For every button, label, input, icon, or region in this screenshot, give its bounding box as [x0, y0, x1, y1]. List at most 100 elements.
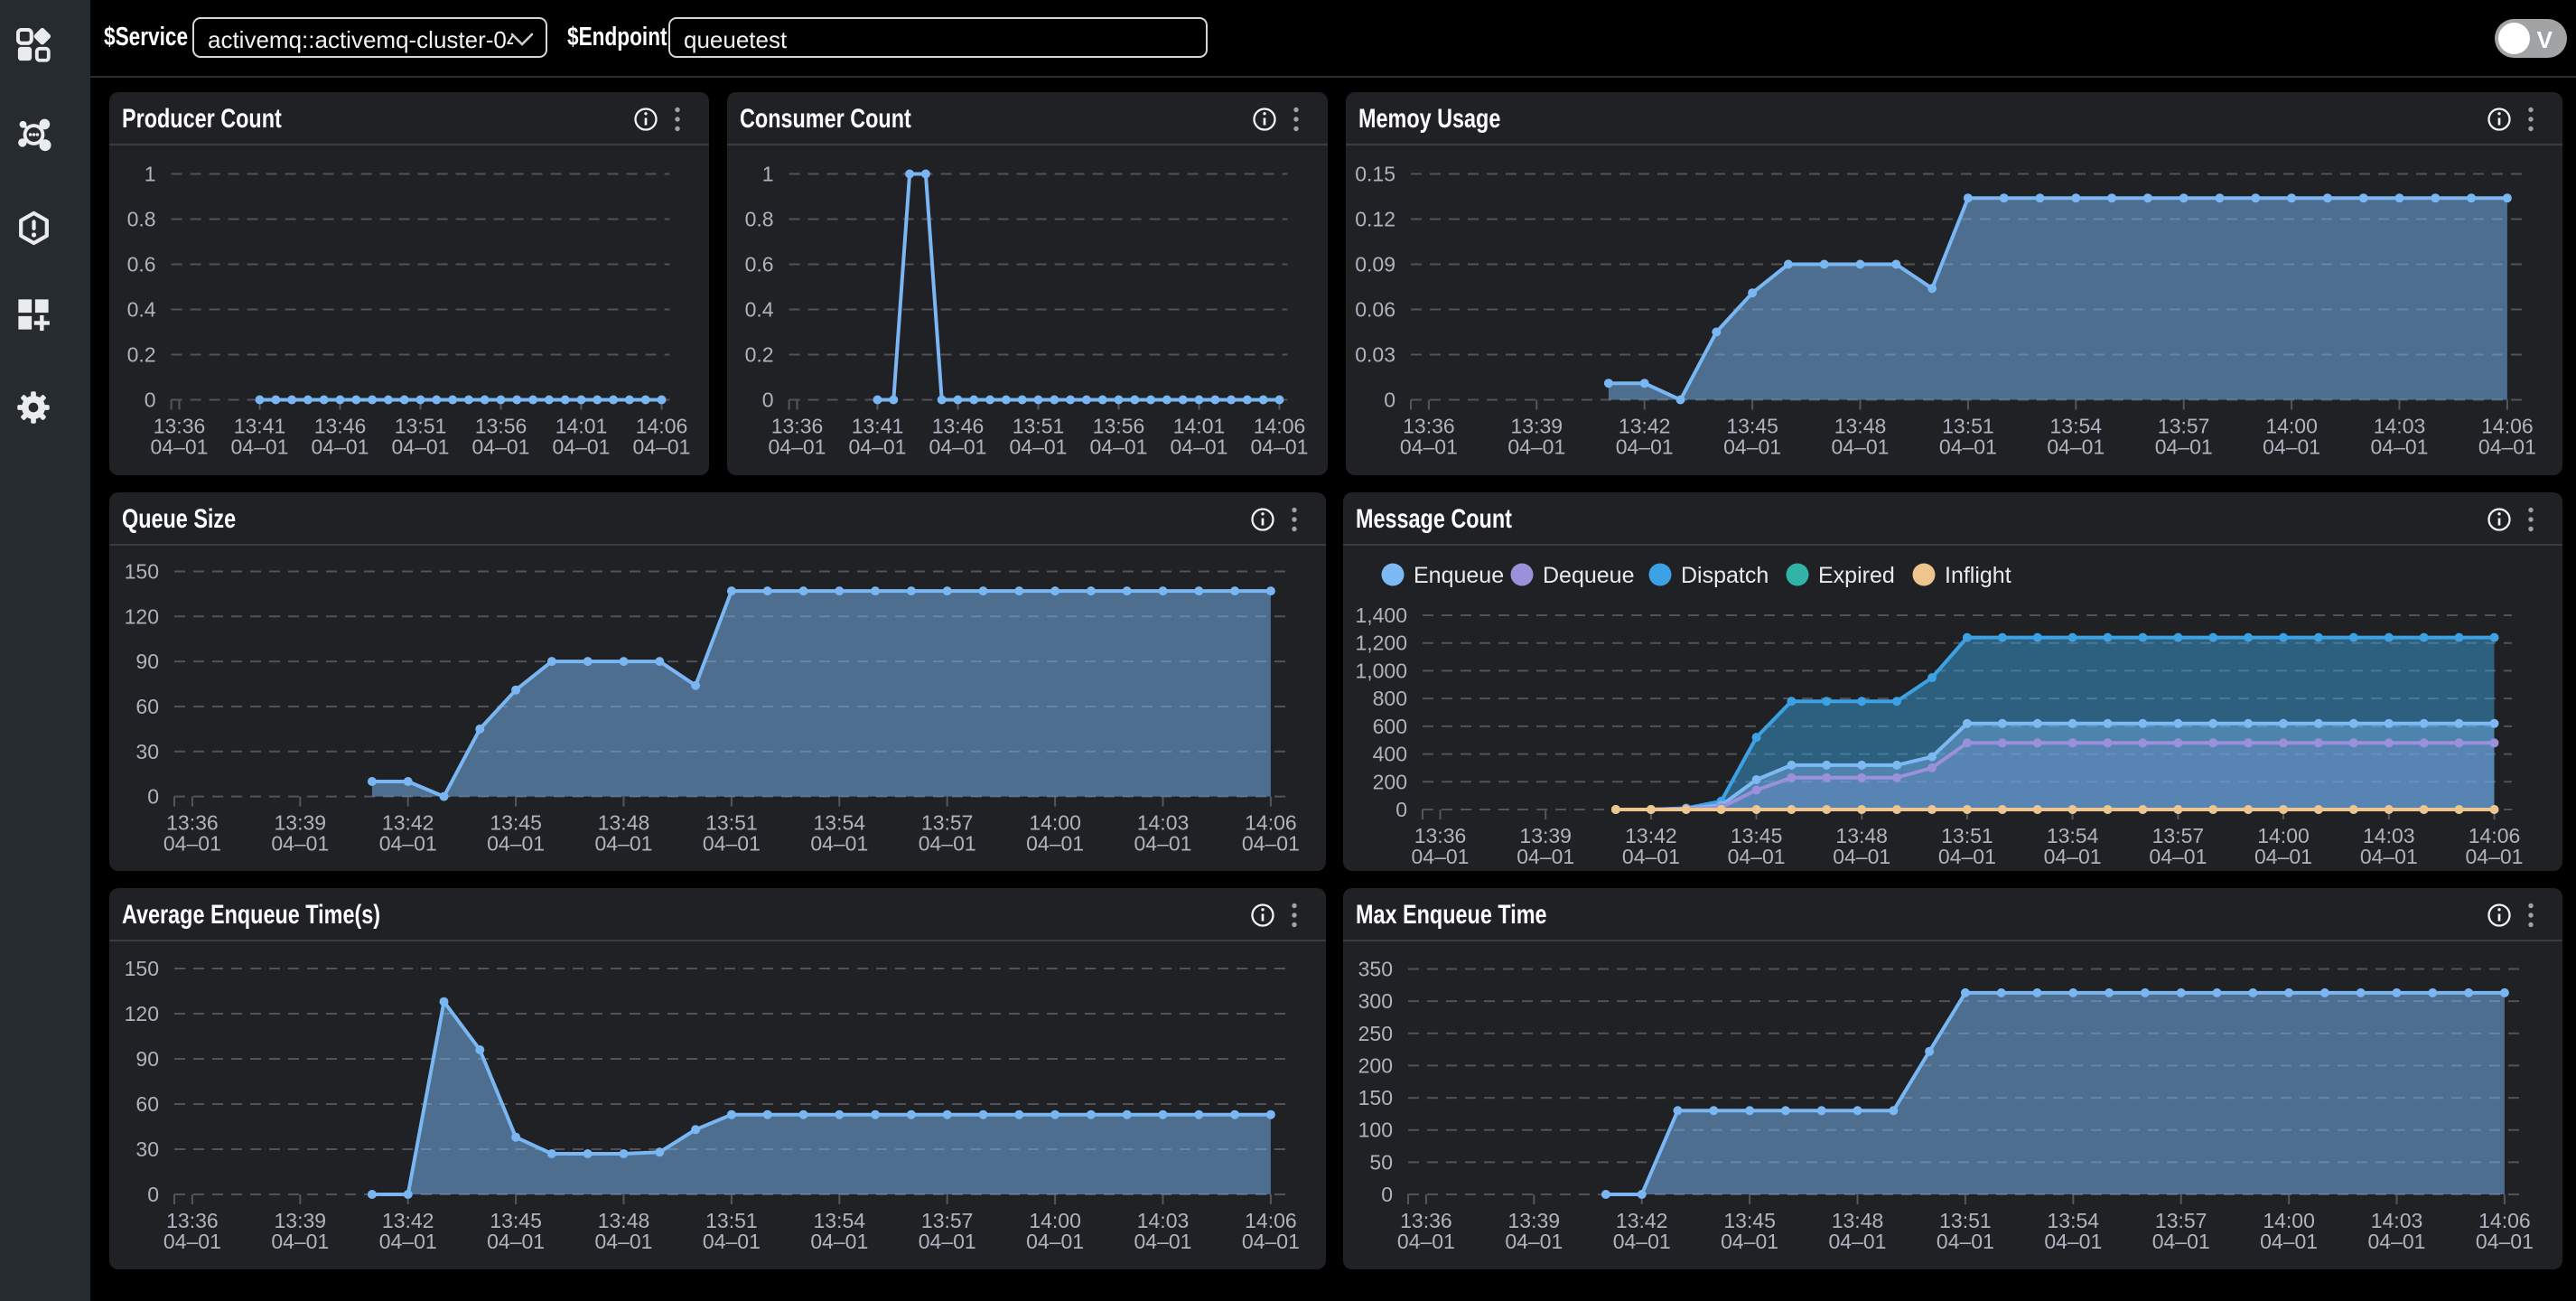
- svg-text:04–01: 04–01: [1134, 832, 1192, 856]
- svg-text:60: 60: [135, 695, 159, 718]
- svg-text:13:51: 13:51: [705, 811, 758, 835]
- svg-text:13:51: 13:51: [1942, 415, 1994, 438]
- svg-text:04–01: 04–01: [1400, 435, 1458, 459]
- svg-text:300: 300: [1358, 989, 1393, 1013]
- svg-text:13:36: 13:36: [1414, 824, 1467, 847]
- svg-text:13:36: 13:36: [154, 415, 206, 438]
- svg-text:04–01: 04–01: [919, 1230, 976, 1253]
- svg-text:0.12: 0.12: [1355, 208, 1395, 231]
- svg-text:13:48: 13:48: [1832, 1209, 1884, 1232]
- svg-text:13:51: 13:51: [395, 415, 447, 438]
- svg-text:04–01: 04–01: [271, 1230, 329, 1253]
- svg-text:04–01: 04–01: [1026, 1230, 1084, 1253]
- svg-text:1: 1: [762, 163, 774, 186]
- svg-text:1,000: 1,000: [1355, 659, 1407, 682]
- svg-text:Expired: Expired: [1818, 563, 1895, 588]
- svg-text:04–01: 04–01: [163, 832, 221, 856]
- svg-text:13:51: 13:51: [705, 1209, 758, 1232]
- svg-text:04–01: 04–01: [2371, 435, 2429, 459]
- svg-text:13:54: 13:54: [814, 1209, 866, 1232]
- svg-text:13:42: 13:42: [1619, 415, 1671, 438]
- svg-text:0.2: 0.2: [745, 343, 774, 367]
- svg-text:0.2: 0.2: [127, 343, 156, 367]
- svg-text:600: 600: [1373, 715, 1407, 738]
- svg-text:0.8: 0.8: [127, 208, 156, 231]
- svg-text:Dispatch: Dispatch: [1681, 563, 1769, 588]
- svg-text:14:00: 14:00: [1029, 811, 1081, 835]
- svg-text:04–01: 04–01: [703, 832, 761, 856]
- svg-text:13:42: 13:42: [1616, 1209, 1668, 1232]
- svg-text:13:57: 13:57: [921, 811, 974, 835]
- svg-text:04–01: 04–01: [633, 435, 691, 459]
- svg-text:13:39: 13:39: [275, 811, 327, 835]
- svg-text:350: 350: [1358, 958, 1393, 981]
- svg-text:14:03: 14:03: [2363, 824, 2415, 847]
- svg-text:0.6: 0.6: [127, 253, 156, 276]
- svg-text:04–01: 04–01: [271, 832, 329, 856]
- svg-text:200: 200: [1373, 770, 1407, 793]
- svg-text:04–01: 04–01: [1616, 435, 1674, 459]
- svg-text:800: 800: [1373, 687, 1407, 710]
- svg-text:14:06: 14:06: [2469, 824, 2521, 847]
- svg-text:13:54: 13:54: [2048, 1209, 2100, 1232]
- svg-text:0.03: 0.03: [1355, 343, 1395, 367]
- svg-text:14:01: 14:01: [555, 415, 608, 438]
- svg-text:0: 0: [147, 1183, 159, 1206]
- svg-text:04–01: 04–01: [703, 1230, 761, 1253]
- svg-text:13:39: 13:39: [275, 1209, 327, 1232]
- svg-text:04–01: 04–01: [2149, 845, 2207, 868]
- svg-text:13:39: 13:39: [1511, 415, 1563, 438]
- svg-text:04–01: 04–01: [231, 435, 289, 459]
- svg-text:Dequeue: Dequeue: [1543, 563, 1634, 588]
- svg-text:04–01: 04–01: [769, 435, 826, 459]
- svg-text:0: 0: [145, 388, 156, 412]
- svg-text:1,200: 1,200: [1355, 632, 1407, 655]
- svg-text:14:06: 14:06: [636, 415, 688, 438]
- svg-text:13:48: 13:48: [1834, 415, 1887, 438]
- svg-text:04–01: 04–01: [1622, 845, 1680, 868]
- svg-text:200: 200: [1358, 1053, 1393, 1077]
- svg-text:04–01: 04–01: [595, 832, 653, 856]
- svg-text:0.09: 0.09: [1355, 253, 1395, 276]
- svg-text:04–01: 04–01: [1397, 1230, 1455, 1253]
- svg-text:13:56: 13:56: [475, 415, 527, 438]
- svg-text:04–01: 04–01: [810, 832, 868, 856]
- svg-text:13:39: 13:39: [1508, 1209, 1561, 1232]
- svg-text:0.8: 0.8: [745, 208, 774, 231]
- svg-text:13:36: 13:36: [1403, 415, 1455, 438]
- svg-text:04–01: 04–01: [553, 435, 611, 459]
- svg-text:0: 0: [1384, 388, 1395, 412]
- svg-text:04–01: 04–01: [2254, 845, 2312, 868]
- svg-text:04–01: 04–01: [2476, 1230, 2534, 1253]
- svg-text:04–01: 04–01: [1251, 435, 1309, 459]
- svg-text:04–01: 04–01: [1026, 832, 1084, 856]
- svg-text:120: 120: [125, 604, 159, 628]
- svg-text:13:42: 13:42: [382, 1209, 434, 1232]
- svg-text:14:06: 14:06: [1245, 811, 1297, 835]
- svg-text:04–01: 04–01: [1171, 435, 1228, 459]
- svg-text:13:57: 13:57: [2155, 1209, 2207, 1232]
- svg-text:30: 30: [135, 740, 159, 763]
- svg-text:13:51: 13:51: [1939, 1209, 1992, 1232]
- svg-text:04–01: 04–01: [379, 1230, 437, 1253]
- svg-text:13:54: 13:54: [814, 811, 866, 835]
- svg-text:13:57: 13:57: [2158, 415, 2210, 438]
- svg-text:04–01: 04–01: [919, 832, 976, 856]
- svg-text:150: 150: [125, 560, 159, 584]
- svg-text:04–01: 04–01: [1613, 1230, 1671, 1253]
- svg-text:04–01: 04–01: [1507, 435, 1565, 459]
- svg-text:60: 60: [135, 1092, 159, 1116]
- svg-text:04–01: 04–01: [2044, 1230, 2102, 1253]
- svg-text:14:00: 14:00: [2257, 824, 2310, 847]
- svg-text:13:45: 13:45: [490, 1209, 542, 1232]
- svg-text:13:42: 13:42: [1625, 824, 1677, 847]
- svg-text:04–01: 04–01: [2368, 1230, 2426, 1253]
- svg-text:04–01: 04–01: [472, 435, 530, 459]
- svg-text:250: 250: [1358, 1022, 1393, 1045]
- svg-text:13:51: 13:51: [1941, 824, 1993, 847]
- svg-text:13:48: 13:48: [598, 1209, 650, 1232]
- svg-text:30: 30: [135, 1137, 159, 1161]
- svg-text:100: 100: [1358, 1118, 1393, 1142]
- svg-text:14:00: 14:00: [1029, 1209, 1081, 1232]
- svg-text:04–01: 04–01: [929, 435, 987, 459]
